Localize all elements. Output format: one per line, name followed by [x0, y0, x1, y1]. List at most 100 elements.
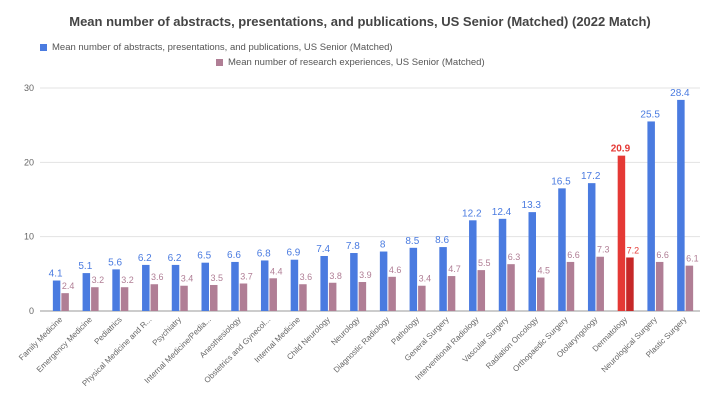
data-label-abstracts: 28.4 — [670, 88, 690, 99]
bar-abstracts — [320, 255, 328, 311]
data-label-research: 4.5 — [537, 266, 550, 276]
data-label-research: 5.5 — [478, 258, 491, 268]
data-label-abstracts: 6.2 — [138, 253, 152, 264]
bar-research — [239, 283, 248, 311]
bar-abstracts — [498, 218, 507, 311]
data-label-abstracts: 6.9 — [286, 248, 300, 259]
data-label-research: 3.2 — [121, 275, 134, 285]
bar-abstracts — [469, 220, 477, 311]
bar-abstracts — [350, 253, 358, 311]
data-label-abstracts: 8.5 — [405, 236, 419, 247]
category-label: Emergency Medicine — [35, 315, 95, 375]
data-label-abstracts: 5.6 — [108, 257, 122, 268]
data-label-abstracts: 8 — [380, 240, 386, 251]
data-label-research: 3.4 — [419, 274, 432, 284]
legend-label-research: Mean number of research experiences, US … — [228, 57, 485, 68]
bar-research — [388, 276, 396, 311]
bar-abstracts — [647, 121, 655, 311]
bar-abstracts — [290, 259, 299, 311]
data-label-research: 7.2 — [627, 245, 640, 255]
legend-entry-abstracts: Mean number of abstracts, presentations,… — [40, 42, 393, 53]
bar-research — [180, 285, 188, 311]
data-label-research: 3.8 — [329, 271, 342, 281]
data-label-research: 4.7 — [448, 264, 461, 274]
bar-abstracts — [439, 247, 447, 311]
data-label-research: 3.9 — [359, 270, 372, 280]
data-label-research: 2.4 — [62, 281, 75, 291]
data-label-abstracts: 20.9 — [611, 144, 631, 155]
bar-research — [537, 277, 545, 311]
bar-research — [91, 287, 99, 311]
data-label-research: 6.6 — [567, 250, 580, 260]
data-label-research: 6.3 — [508, 252, 521, 262]
chart-title: Mean number of abstracts, presentations,… — [69, 14, 651, 29]
bar-abstracts — [528, 212, 536, 311]
data-label-research: 3.5 — [210, 273, 223, 283]
category-label: Diagnostic Radiology — [332, 315, 392, 375]
bar-research — [418, 285, 426, 311]
data-label-abstracts: 7.8 — [346, 241, 360, 252]
y-tick-label: 10 — [24, 232, 34, 242]
legend-label-abstracts: Mean number of abstracts, presentations,… — [52, 42, 393, 53]
data-label-research: 4.6 — [389, 265, 402, 275]
bar-research — [120, 287, 129, 311]
bar-abstracts — [231, 261, 239, 311]
category-label: Radiation Oncology — [484, 315, 540, 371]
bar-abstracts — [617, 155, 626, 311]
bar-research — [150, 284, 159, 311]
data-label-abstracts: 13.3 — [522, 200, 542, 211]
data-label-abstracts: 5.1 — [78, 261, 92, 272]
data-label-abstracts: 7.4 — [316, 244, 330, 255]
data-label-research: 6.1 — [686, 254, 699, 264]
bar-research — [358, 282, 367, 311]
bar-abstracts — [379, 251, 388, 311]
data-label-abstracts: 6.2 — [168, 253, 182, 264]
category-label: Neurological Surgery — [600, 315, 659, 374]
bar-abstracts — [52, 280, 61, 311]
category-label: Orthopaedic Surgery — [511, 315, 570, 374]
y-tick-label: 20 — [24, 157, 34, 167]
y-tick-label: 30 — [24, 83, 34, 93]
bar-abstracts — [260, 260, 269, 311]
bar-abstracts — [409, 247, 418, 311]
bar-abstracts — [112, 269, 120, 311]
bar-abstracts — [677, 99, 685, 311]
data-label-abstracts: 25.5 — [640, 109, 660, 120]
bar-research — [477, 270, 486, 311]
legend-entry-research: Mean number of research experiences, US … — [216, 57, 485, 68]
bar-abstracts — [558, 188, 566, 311]
y-tick-label: 0 — [29, 306, 34, 316]
data-label-abstracts: 12.4 — [492, 207, 512, 218]
bar-research — [269, 278, 277, 311]
data-label-abstracts: 17.2 — [581, 171, 601, 182]
bar-research — [328, 282, 337, 311]
data-label-research: 3.2 — [92, 275, 105, 285]
data-label-abstracts: 12.2 — [462, 208, 482, 219]
bar-research — [685, 265, 694, 311]
bar-research — [626, 257, 634, 311]
bar-abstracts — [587, 183, 596, 311]
bar-research — [447, 276, 456, 311]
data-label-research: 3.6 — [151, 272, 164, 282]
bar-research — [507, 264, 515, 311]
category-label: Pediatrics — [93, 315, 124, 346]
data-label-research: 3.7 — [240, 271, 253, 281]
legend-swatch-abstracts — [40, 44, 47, 51]
data-label-abstracts: 6.5 — [197, 251, 211, 262]
bar-research — [655, 261, 664, 311]
data-label-abstracts: 6.6 — [227, 250, 241, 261]
bar-abstracts — [201, 262, 209, 311]
data-label-abstracts: 16.5 — [551, 176, 571, 187]
bar-research — [596, 256, 604, 311]
bar-abstracts — [82, 273, 91, 311]
data-label-research: 3.6 — [300, 272, 313, 282]
bar-abstracts — [171, 264, 180, 311]
legend-swatch-research — [216, 59, 223, 66]
bar-research — [566, 261, 575, 311]
data-label-abstracts: 8.6 — [435, 235, 449, 246]
bar-research — [61, 293, 69, 311]
data-label-research: 4.4 — [270, 266, 283, 276]
data-label-abstracts: 4.1 — [49, 269, 63, 280]
